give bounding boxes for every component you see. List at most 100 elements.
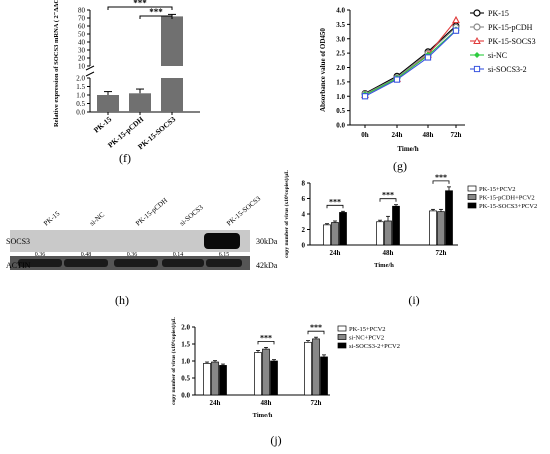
legend-label: PK-15-pCDH+PCV2 (479, 195, 535, 202)
y-tick-label: 0 (302, 242, 306, 250)
legend-swatch (337, 334, 347, 340)
y-tick-label: 1.0 (76, 92, 85, 100)
series-line (364, 30, 457, 97)
y-tick-label: 80 (78, 7, 86, 15)
y-tick-label: 10 (78, 63, 86, 71)
chart-g: 0.0 0.5 1.0 1.5 2.0 2.5 3.0 3.5 4.0 0h 24h 48h 72h Ti… (319, 7, 536, 154)
y-tick-label: 0.5 (181, 375, 190, 383)
bar (161, 16, 183, 66)
y-tick-label: 0.5 (76, 100, 85, 108)
bar (129, 93, 151, 112)
significance-bracket (107, 6, 173, 10)
bar (429, 210, 437, 246)
bar (323, 224, 331, 246)
legend-marker (473, 65, 481, 73)
lane-label: si-SOCS3 (178, 203, 205, 227)
lane-label: PK-15-pCDH (134, 196, 169, 227)
significance-bracket (139, 15, 173, 19)
x-axis-label: Time/h (397, 145, 418, 153)
y-tick-label: 3.5 (336, 21, 345, 29)
chart-j: 0.0 0.5 1.0 1.5 2.0 24h 48h *** 72h *** Time/h PK-1… (170, 317, 400, 419)
legend-swatch (467, 185, 477, 192)
significance-label: *** (329, 197, 341, 206)
chart-i: 0 2 4 6 8 24h *** 48h *** 72h *** Time/h PK-15+PCV2 P… (283, 170, 537, 269)
legend-swatch (467, 194, 477, 200)
legend-label: PK-15-pCDH (488, 23, 533, 32)
lane-label: PK-15 (42, 209, 62, 227)
x-tick-label: 24h (392, 131, 403, 139)
y-tick-label: 4 (302, 211, 306, 219)
significance-label: *** (310, 323, 322, 332)
legend-label: si-NC+PCV2 (349, 335, 384, 342)
band-actin (206, 259, 242, 267)
significance-bracket (257, 341, 275, 345)
panel-label-f: (f) (119, 151, 131, 165)
band-intensity-value: 6.15 (219, 252, 230, 258)
panel-label-j: (j) (270, 433, 281, 447)
bar (339, 212, 347, 246)
legend-label: si-SOCS3-2+PCV2 (349, 343, 400, 350)
legend-swatch (337, 342, 347, 349)
legend-marker (473, 9, 481, 17)
legend-marker (474, 52, 480, 58)
band-size-actin: 42kDa (256, 261, 278, 270)
band-actin (114, 259, 158, 267)
significance-label: *** (260, 333, 272, 342)
y-tick-label: 2.0 (181, 324, 190, 332)
y-tick-label: 0.0 (181, 392, 190, 400)
data-point (393, 76, 401, 83)
bar (392, 205, 400, 246)
series-line (364, 29, 457, 96)
bar (320, 356, 328, 396)
y-tick-label: 0.0 (76, 109, 85, 117)
series-line (364, 19, 457, 96)
data-point (361, 93, 369, 100)
band-actin (162, 259, 204, 267)
legend-label: PK-15 (488, 9, 509, 18)
bar (254, 352, 262, 396)
x-tick-label: 48h (261, 399, 272, 407)
y-tick-label: 2 (302, 226, 306, 234)
y-tick-label: 50 (78, 31, 86, 39)
y-tick-label: 70 (78, 15, 86, 23)
legend-label: PK-15+PCV2 (349, 326, 386, 333)
y-tick-label: 0.5 (336, 107, 345, 115)
band-socs3-overexpressed (204, 233, 240, 249)
band-size-socs3: 30kDa (256, 237, 278, 246)
x-tick-label: 72h (311, 399, 322, 407)
legend-label: PK-15-SOCS3 (488, 37, 536, 46)
significance-label: *** (133, 0, 147, 8)
y-tick-label: 1.5 (181, 341, 190, 349)
y-tick-label: 1.5 (76, 83, 85, 91)
western-blot-h: PK-15 si-NC PK-15-pCDH si-SOCS3 PK-15-SOCS3 S… (6, 194, 278, 270)
band-actin (18, 259, 62, 267)
chart-f: 0.00.51.01.52.01020304050607080PK-15PK-1… (53, 0, 200, 151)
row-label-socs3: SOCS3 (6, 237, 30, 246)
bar (376, 221, 384, 246)
data-point (452, 27, 460, 34)
x-tick-label: 72h (436, 249, 447, 257)
axis-break-mark (85, 71, 95, 77)
series-line (364, 25, 457, 94)
y-axis-label: copy number of virus (x10⁶copies)/μL (283, 170, 290, 258)
x-axis-label: Time/h (253, 412, 273, 419)
y-tick-label: 2.0 (336, 64, 345, 72)
legend-swatch (467, 202, 477, 209)
x-tick-label: PK-15 (92, 114, 114, 134)
y-tick-label: 30 (78, 47, 86, 55)
significance-label: *** (435, 173, 447, 182)
bar (270, 360, 278, 396)
bar (219, 365, 227, 396)
lane-label: si-NC (88, 210, 106, 227)
y-tick-label: 1.0 (181, 358, 190, 366)
panel-label-g: (g) (393, 159, 407, 173)
legend-label: PK-15-SOCS3+PCV2 (479, 203, 537, 210)
legend-label: si-SOCS3-2 (488, 65, 527, 74)
series-line (364, 26, 457, 95)
bar (211, 361, 219, 396)
legend-label: PK-15+PCV2 (479, 186, 516, 193)
data-point (424, 54, 432, 61)
y-tick-label: 8 (302, 180, 306, 188)
band-intensity-value: 0.36 (127, 252, 138, 258)
